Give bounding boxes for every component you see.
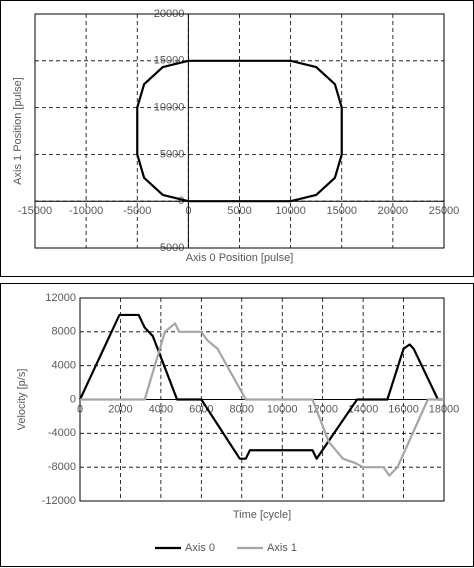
y-tick-label: 4000 [52,360,76,372]
y-tick-label: -4000 [48,427,76,439]
x-tick-label: -5000 [123,205,151,217]
y-axis-title: Axis 1 Position [pulse] [12,77,24,185]
x-tick-label: 12000 [307,403,338,415]
y-tick-label: 12000 [45,292,76,304]
x-tick-label: 14000 [348,403,379,415]
x-tick-label: 8000 [230,403,254,415]
y-tick-label: 8000 [52,326,76,338]
x-tick-label: 4000 [149,403,173,415]
y-tick-label: 5000 [160,148,184,160]
x-tick-label: 15000 [326,205,357,217]
x-tick-label: 6000 [189,403,213,415]
x-tick-label: -10000 [69,205,103,217]
y-axis-title: Velocity [p/s] [16,369,28,431]
y-tick-label: -8000 [48,461,76,473]
y-tick-label: 10000 [154,102,185,114]
x-tick-label: 5000 [227,205,251,217]
plot-border [34,13,445,249]
series-line [136,59,343,203]
x-tick-label: 2000 [108,403,132,415]
y-tick-label: -12000 [42,495,76,507]
y-tick-label: 0 [70,393,76,405]
x-tick-label: 16000 [388,403,419,415]
x-tick-label: 10000 [275,205,306,217]
x-axis-title: Time [cycle] [233,509,291,521]
x-tick-label: 10000 [267,403,298,415]
series-line [79,313,444,460]
x-axis-title: Axis 0 Position [pulse] [186,252,294,264]
x-tick-label: 20000 [378,205,409,217]
legend-label: Axis 1 [267,542,297,554]
legend-label: Axis 0 [185,542,215,554]
chart-frame [0,0,474,277]
series-line [80,322,444,477]
